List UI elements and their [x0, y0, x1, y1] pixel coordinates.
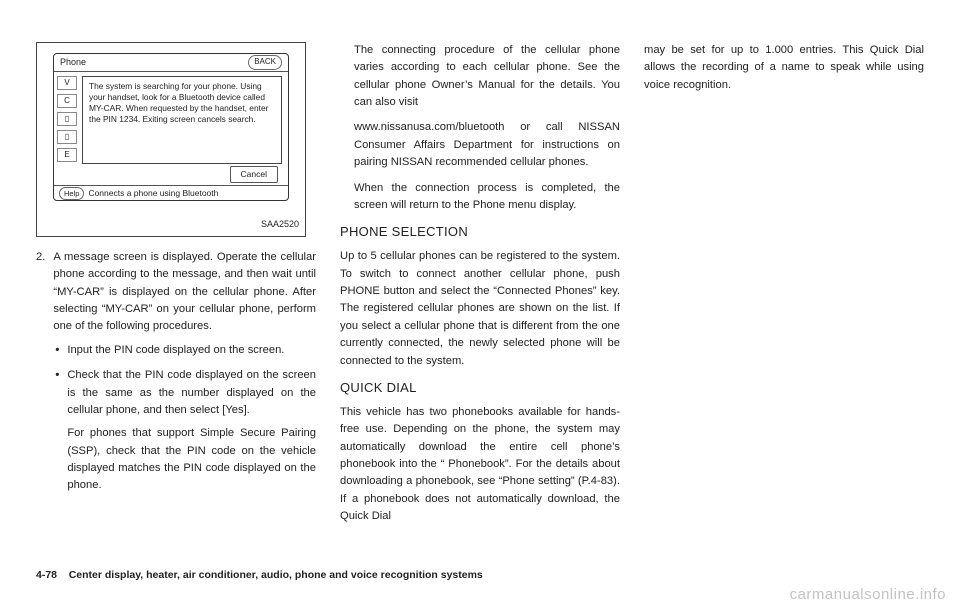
column-1: Phone BACK V C ▯ ▯ E The system is searc…: [36, 42, 316, 552]
help-button: Help: [59, 187, 84, 201]
screen-title: Phone: [60, 56, 86, 70]
col2-p3: When the connection process is completed…: [354, 180, 620, 215]
step-2: 2. A message screen is displayed. Operat…: [36, 249, 316, 503]
step-2-text: A message screen is displayed. Operate t…: [53, 249, 316, 336]
side-icon-1: V: [57, 76, 77, 90]
heading-phone-selection: PHONE SELECTION: [340, 222, 620, 242]
page-number: 4-78: [36, 569, 57, 581]
col2-p1: The connecting procedure of the cellular…: [354, 42, 620, 111]
side-icons: V C ▯ ▯ E: [54, 72, 80, 166]
screen-top-bar: Phone BACK: [54, 54, 288, 72]
heading-quick-dial: QUICK DIAL: [340, 378, 620, 398]
back-button: BACK: [248, 55, 282, 69]
step-num: 2.: [36, 249, 45, 503]
side-icon-5: E: [57, 148, 77, 162]
device-screen: Phone BACK V C ▯ ▯ E The system is searc…: [53, 53, 289, 201]
section-title: Center display, heater, air conditioner,…: [69, 569, 483, 581]
message-box: The system is searching for your phone. …: [82, 76, 282, 164]
cancel-button: Cancel: [230, 166, 278, 183]
col2-p5: This vehicle has two phonebooks availabl…: [340, 404, 620, 526]
col2-p2: www.nissanusa.com/bluetooth or call NISS…: [354, 119, 620, 171]
side-icon-4: ▯: [57, 130, 77, 144]
bottom-bar-text: Connects a phone using Bluetooth: [88, 187, 218, 200]
bullet-2b: For phones that support Simple Secure Pa…: [67, 425, 316, 494]
bullet-2a: Check that the PIN code displayed on the…: [67, 367, 316, 419]
column-3: may be set for up to 1.000 entries. This…: [644, 42, 924, 552]
watermark: carmanualsonline.info: [790, 586, 946, 603]
side-icon-3: ▯: [57, 112, 77, 126]
screen-bottom-bar: Help Connects a phone using Bluetooth: [54, 185, 288, 201]
side-icon-2: C: [57, 94, 77, 108]
column-2: The connecting procedure of the cellular…: [340, 42, 620, 552]
bullet-2: Check that the PIN code displayed on the…: [53, 367, 316, 495]
col3-p1: may be set for up to 1.000 entries. This…: [644, 42, 924, 94]
page-footer: 4-78 Center display, heater, air conditi…: [36, 569, 483, 581]
bullet-1: Input the PIN code displayed on the scre…: [53, 342, 316, 359]
figure-id: SAA2520: [261, 218, 299, 232]
col2-p4: Up to 5 cellular phones can be registere…: [340, 248, 620, 370]
figure-box: Phone BACK V C ▯ ▯ E The system is searc…: [36, 42, 306, 237]
